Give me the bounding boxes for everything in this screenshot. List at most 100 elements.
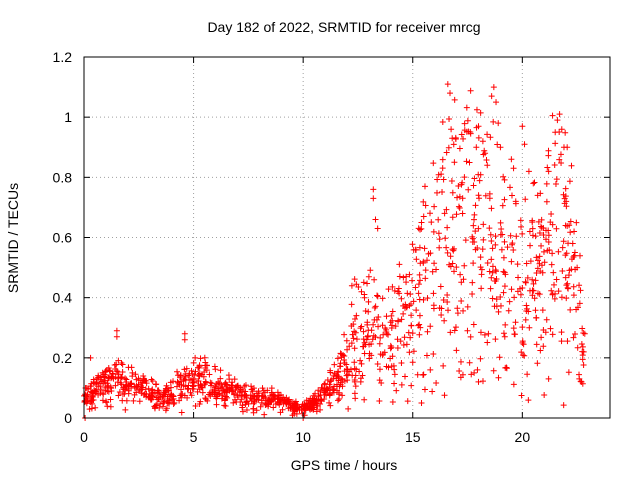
data-point	[406, 271, 413, 278]
data-point	[496, 354, 503, 361]
data-point	[558, 294, 565, 301]
data-point	[494, 141, 501, 148]
data-point	[427, 210, 434, 217]
data-point	[428, 219, 435, 226]
data-point	[360, 279, 367, 286]
data-point	[459, 179, 466, 186]
data-point	[487, 231, 494, 238]
data-point	[517, 291, 524, 298]
data-point	[490, 118, 497, 125]
data-point	[454, 310, 461, 317]
data-point	[416, 271, 423, 278]
data-point	[376, 366, 383, 373]
data-point	[510, 325, 517, 332]
data-point	[454, 194, 461, 201]
data-point	[540, 232, 547, 239]
data-point	[119, 369, 126, 376]
data-point	[401, 334, 408, 341]
data-point	[377, 334, 384, 341]
data-point	[375, 313, 382, 320]
data-point	[511, 331, 518, 338]
data-point	[430, 228, 437, 235]
data-point	[475, 123, 482, 130]
data-point	[474, 366, 481, 373]
data-point	[443, 149, 450, 156]
data-point	[371, 304, 378, 311]
data-point	[189, 370, 196, 377]
data-point	[554, 117, 561, 124]
data-point	[406, 349, 413, 356]
data-point	[409, 277, 416, 284]
data-point	[451, 159, 458, 166]
data-point	[348, 301, 355, 308]
data-point	[146, 394, 153, 401]
data-point	[374, 293, 381, 300]
data-point	[444, 224, 451, 231]
data-point	[458, 279, 465, 286]
data-point	[178, 386, 185, 393]
data-point	[371, 276, 378, 283]
data-point	[425, 250, 432, 257]
data-point	[210, 387, 217, 394]
data-point	[128, 364, 135, 371]
data-point	[537, 347, 544, 354]
data-point	[498, 246, 505, 253]
data-point	[531, 295, 538, 302]
data-point	[343, 372, 350, 379]
axis-ticks	[83, 56, 610, 419]
data-point	[421, 183, 428, 190]
data-point	[348, 282, 355, 289]
data-point	[465, 186, 472, 193]
x-tick-label: 20	[515, 429, 531, 445]
data-point	[453, 211, 460, 218]
data-point	[153, 381, 160, 388]
data-point	[560, 402, 567, 409]
data-point	[294, 402, 301, 409]
data-point	[404, 398, 411, 405]
data-point	[285, 405, 292, 412]
data-point	[351, 328, 358, 335]
data-point	[469, 279, 476, 286]
data-point	[132, 371, 139, 378]
data-point	[315, 397, 322, 404]
data-point	[564, 222, 571, 229]
data-point	[551, 295, 558, 302]
data-point	[109, 370, 116, 377]
data-point	[370, 195, 377, 202]
data-point	[317, 406, 324, 413]
data-point	[176, 374, 183, 381]
data-point	[393, 387, 400, 394]
data-point	[552, 180, 559, 187]
data-point	[538, 224, 545, 231]
data-point	[409, 359, 416, 366]
data-point	[160, 400, 167, 407]
data-point	[470, 321, 477, 328]
data-point	[508, 258, 515, 265]
data-point	[235, 384, 242, 391]
data-point	[404, 290, 411, 297]
data-point	[568, 162, 575, 169]
data-point	[488, 256, 495, 263]
data-point	[407, 291, 414, 298]
data-point	[251, 399, 258, 406]
data-point	[95, 391, 102, 398]
data-point	[529, 276, 536, 283]
data-point	[570, 334, 577, 341]
data-point	[230, 399, 237, 406]
data-point	[115, 357, 122, 364]
data-point	[373, 316, 380, 323]
data-point	[447, 90, 454, 97]
data-point	[488, 274, 495, 281]
data-point	[344, 371, 351, 378]
data-point	[365, 273, 372, 280]
data-point	[534, 257, 541, 264]
data-point	[159, 393, 166, 400]
data-point	[116, 388, 123, 395]
data-point	[149, 393, 156, 400]
data-point	[415, 281, 422, 288]
data-point	[514, 288, 521, 295]
data-point	[536, 253, 543, 260]
data-point	[464, 303, 471, 310]
data-point	[488, 205, 495, 212]
data-point	[370, 186, 377, 193]
